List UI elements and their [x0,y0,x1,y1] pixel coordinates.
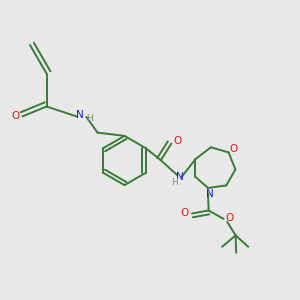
Text: N: N [76,110,83,120]
Text: H: H [86,114,93,123]
Text: O: O [230,144,238,154]
Text: O: O [181,208,189,218]
Text: N: N [176,172,184,182]
Text: O: O [12,111,20,122]
Text: N: N [206,189,213,199]
Text: H: H [171,178,178,187]
Text: O: O [225,213,233,223]
Text: O: O [174,136,182,146]
